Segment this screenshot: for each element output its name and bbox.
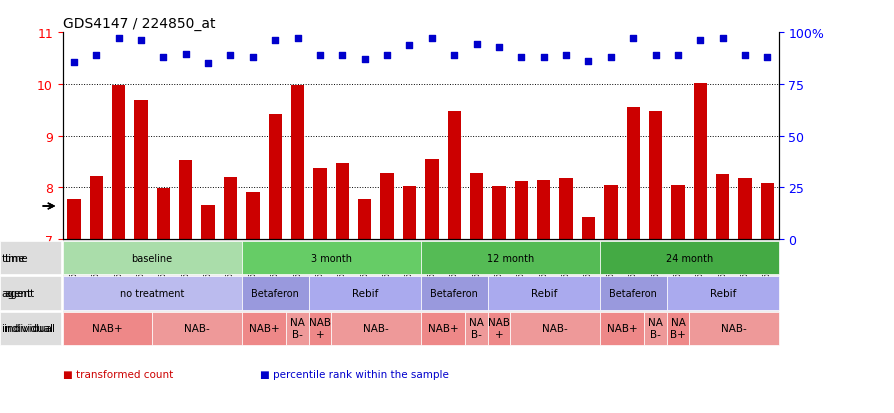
Point xyxy=(715,36,730,43)
Point xyxy=(245,55,260,61)
Point xyxy=(626,36,640,43)
Bar xyxy=(626,108,639,240)
Point xyxy=(268,38,283,44)
Bar xyxy=(514,182,527,240)
Text: NAB+: NAB+ xyxy=(427,323,458,333)
Point xyxy=(670,53,685,59)
Point xyxy=(581,58,595,65)
Text: NAB-: NAB- xyxy=(184,323,209,333)
Text: NAB-: NAB- xyxy=(721,323,746,333)
Text: time: time xyxy=(2,253,25,263)
Point xyxy=(447,53,461,59)
Bar xyxy=(670,185,684,240)
Text: NAB-: NAB- xyxy=(542,323,567,333)
Text: GDS4147 / 224850_at: GDS4147 / 224850_at xyxy=(63,17,215,31)
Point xyxy=(156,55,171,61)
Point xyxy=(402,43,417,49)
Point xyxy=(425,36,439,43)
Point xyxy=(134,38,148,44)
Text: Betaferon: Betaferon xyxy=(430,288,477,298)
Bar xyxy=(313,168,326,240)
Text: NAB
+: NAB + xyxy=(487,318,510,339)
Bar xyxy=(358,199,371,240)
Point xyxy=(513,55,527,61)
Point xyxy=(224,53,238,59)
Bar xyxy=(291,86,304,240)
Text: no treatment: no treatment xyxy=(120,288,184,298)
Point xyxy=(647,53,662,59)
Point xyxy=(558,53,573,59)
Point xyxy=(760,55,774,61)
Text: 12 month: 12 month xyxy=(486,253,533,263)
Bar xyxy=(201,206,215,240)
Text: NA
B-: NA B- xyxy=(468,318,484,339)
Text: ■ transformed count: ■ transformed count xyxy=(63,369,173,379)
Point xyxy=(89,53,104,59)
Text: baseline: baseline xyxy=(131,253,173,263)
Point xyxy=(67,59,81,66)
Bar xyxy=(402,187,416,240)
Bar xyxy=(89,176,103,240)
Text: NAB+: NAB+ xyxy=(606,323,637,333)
Text: NAB+: NAB+ xyxy=(92,323,122,333)
Text: 3 month: 3 month xyxy=(310,253,351,263)
Bar xyxy=(581,218,595,240)
Bar xyxy=(536,180,550,240)
Text: Rebif: Rebif xyxy=(351,288,377,298)
Bar xyxy=(693,83,706,240)
Bar xyxy=(268,114,282,240)
Point xyxy=(358,57,372,63)
Text: NA
B-: NA B- xyxy=(647,318,662,339)
Text: NAB
+: NAB + xyxy=(308,318,331,339)
Point xyxy=(469,41,484,48)
Text: NA
B+: NA B+ xyxy=(670,318,685,339)
Point xyxy=(334,53,349,59)
Bar xyxy=(760,184,773,240)
Bar xyxy=(335,163,349,240)
Text: agent: agent xyxy=(4,288,35,298)
Text: ■ percentile rank within the sample: ■ percentile rank within the sample xyxy=(259,369,448,379)
Point xyxy=(693,38,707,44)
Bar xyxy=(112,86,125,240)
Text: NAB+: NAB+ xyxy=(249,323,279,333)
Point xyxy=(313,53,327,59)
Text: individual: individual xyxy=(2,323,53,333)
Point xyxy=(492,44,506,51)
Bar xyxy=(603,185,617,240)
Bar xyxy=(179,161,192,240)
Text: Rebif: Rebif xyxy=(709,288,735,298)
Bar xyxy=(738,178,751,240)
Bar xyxy=(67,199,80,240)
Text: Betaferon: Betaferon xyxy=(609,288,656,298)
Text: NA
B-: NA B- xyxy=(290,318,305,339)
Point xyxy=(536,55,551,61)
Text: NAB-: NAB- xyxy=(363,323,388,333)
Point xyxy=(603,55,617,61)
Bar xyxy=(715,175,729,240)
Bar xyxy=(648,112,662,240)
Point xyxy=(379,53,393,59)
Point xyxy=(112,36,126,43)
Bar xyxy=(559,178,572,240)
Bar xyxy=(492,187,505,240)
Bar xyxy=(447,112,460,240)
Text: time: time xyxy=(4,253,28,263)
Bar xyxy=(224,178,237,240)
Point xyxy=(737,53,751,59)
Text: individual: individual xyxy=(4,323,55,333)
Bar xyxy=(246,192,259,240)
Point xyxy=(179,51,193,58)
Bar xyxy=(469,173,483,240)
Point xyxy=(290,36,304,43)
Bar xyxy=(380,173,393,240)
Bar xyxy=(134,101,148,240)
Text: Betaferon: Betaferon xyxy=(251,288,299,298)
Bar xyxy=(156,189,170,240)
Bar xyxy=(425,159,438,240)
Point xyxy=(201,61,215,67)
Text: agent: agent xyxy=(2,288,32,298)
Text: 24 month: 24 month xyxy=(665,253,712,263)
Text: Rebif: Rebif xyxy=(530,288,556,298)
